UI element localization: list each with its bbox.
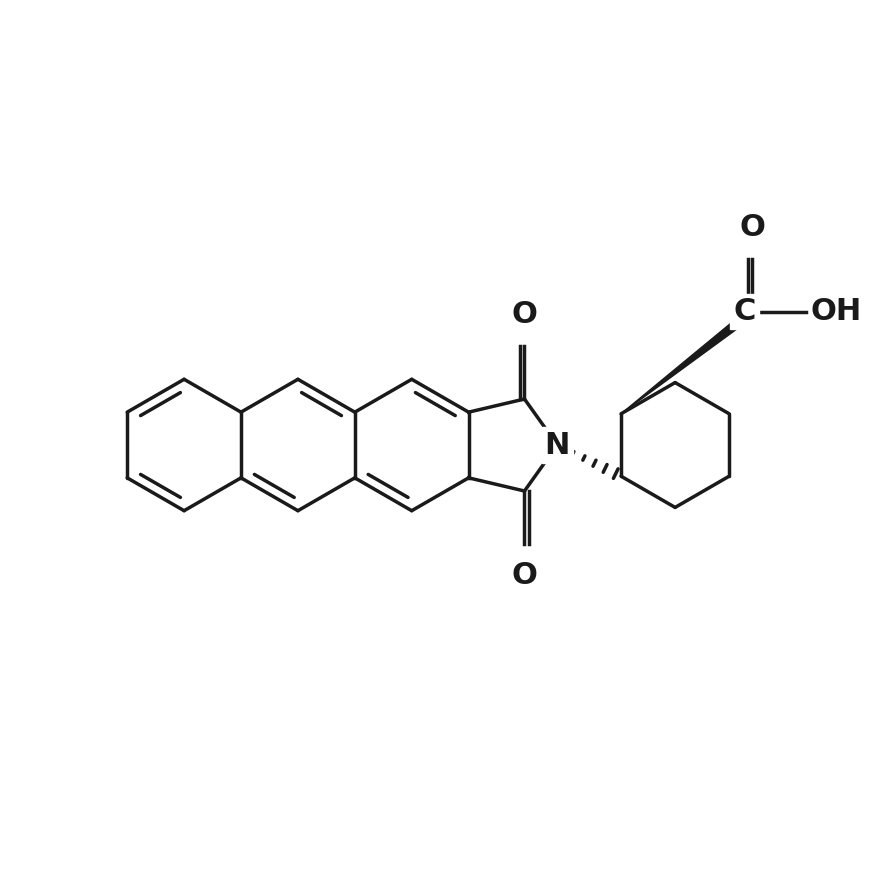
Text: O: O — [512, 300, 538, 329]
Text: O: O — [512, 561, 538, 590]
Text: O: O — [740, 213, 765, 242]
Polygon shape — [621, 308, 756, 414]
Text: N: N — [545, 431, 570, 459]
Text: OH: OH — [811, 297, 862, 326]
Text: C: C — [733, 297, 756, 326]
